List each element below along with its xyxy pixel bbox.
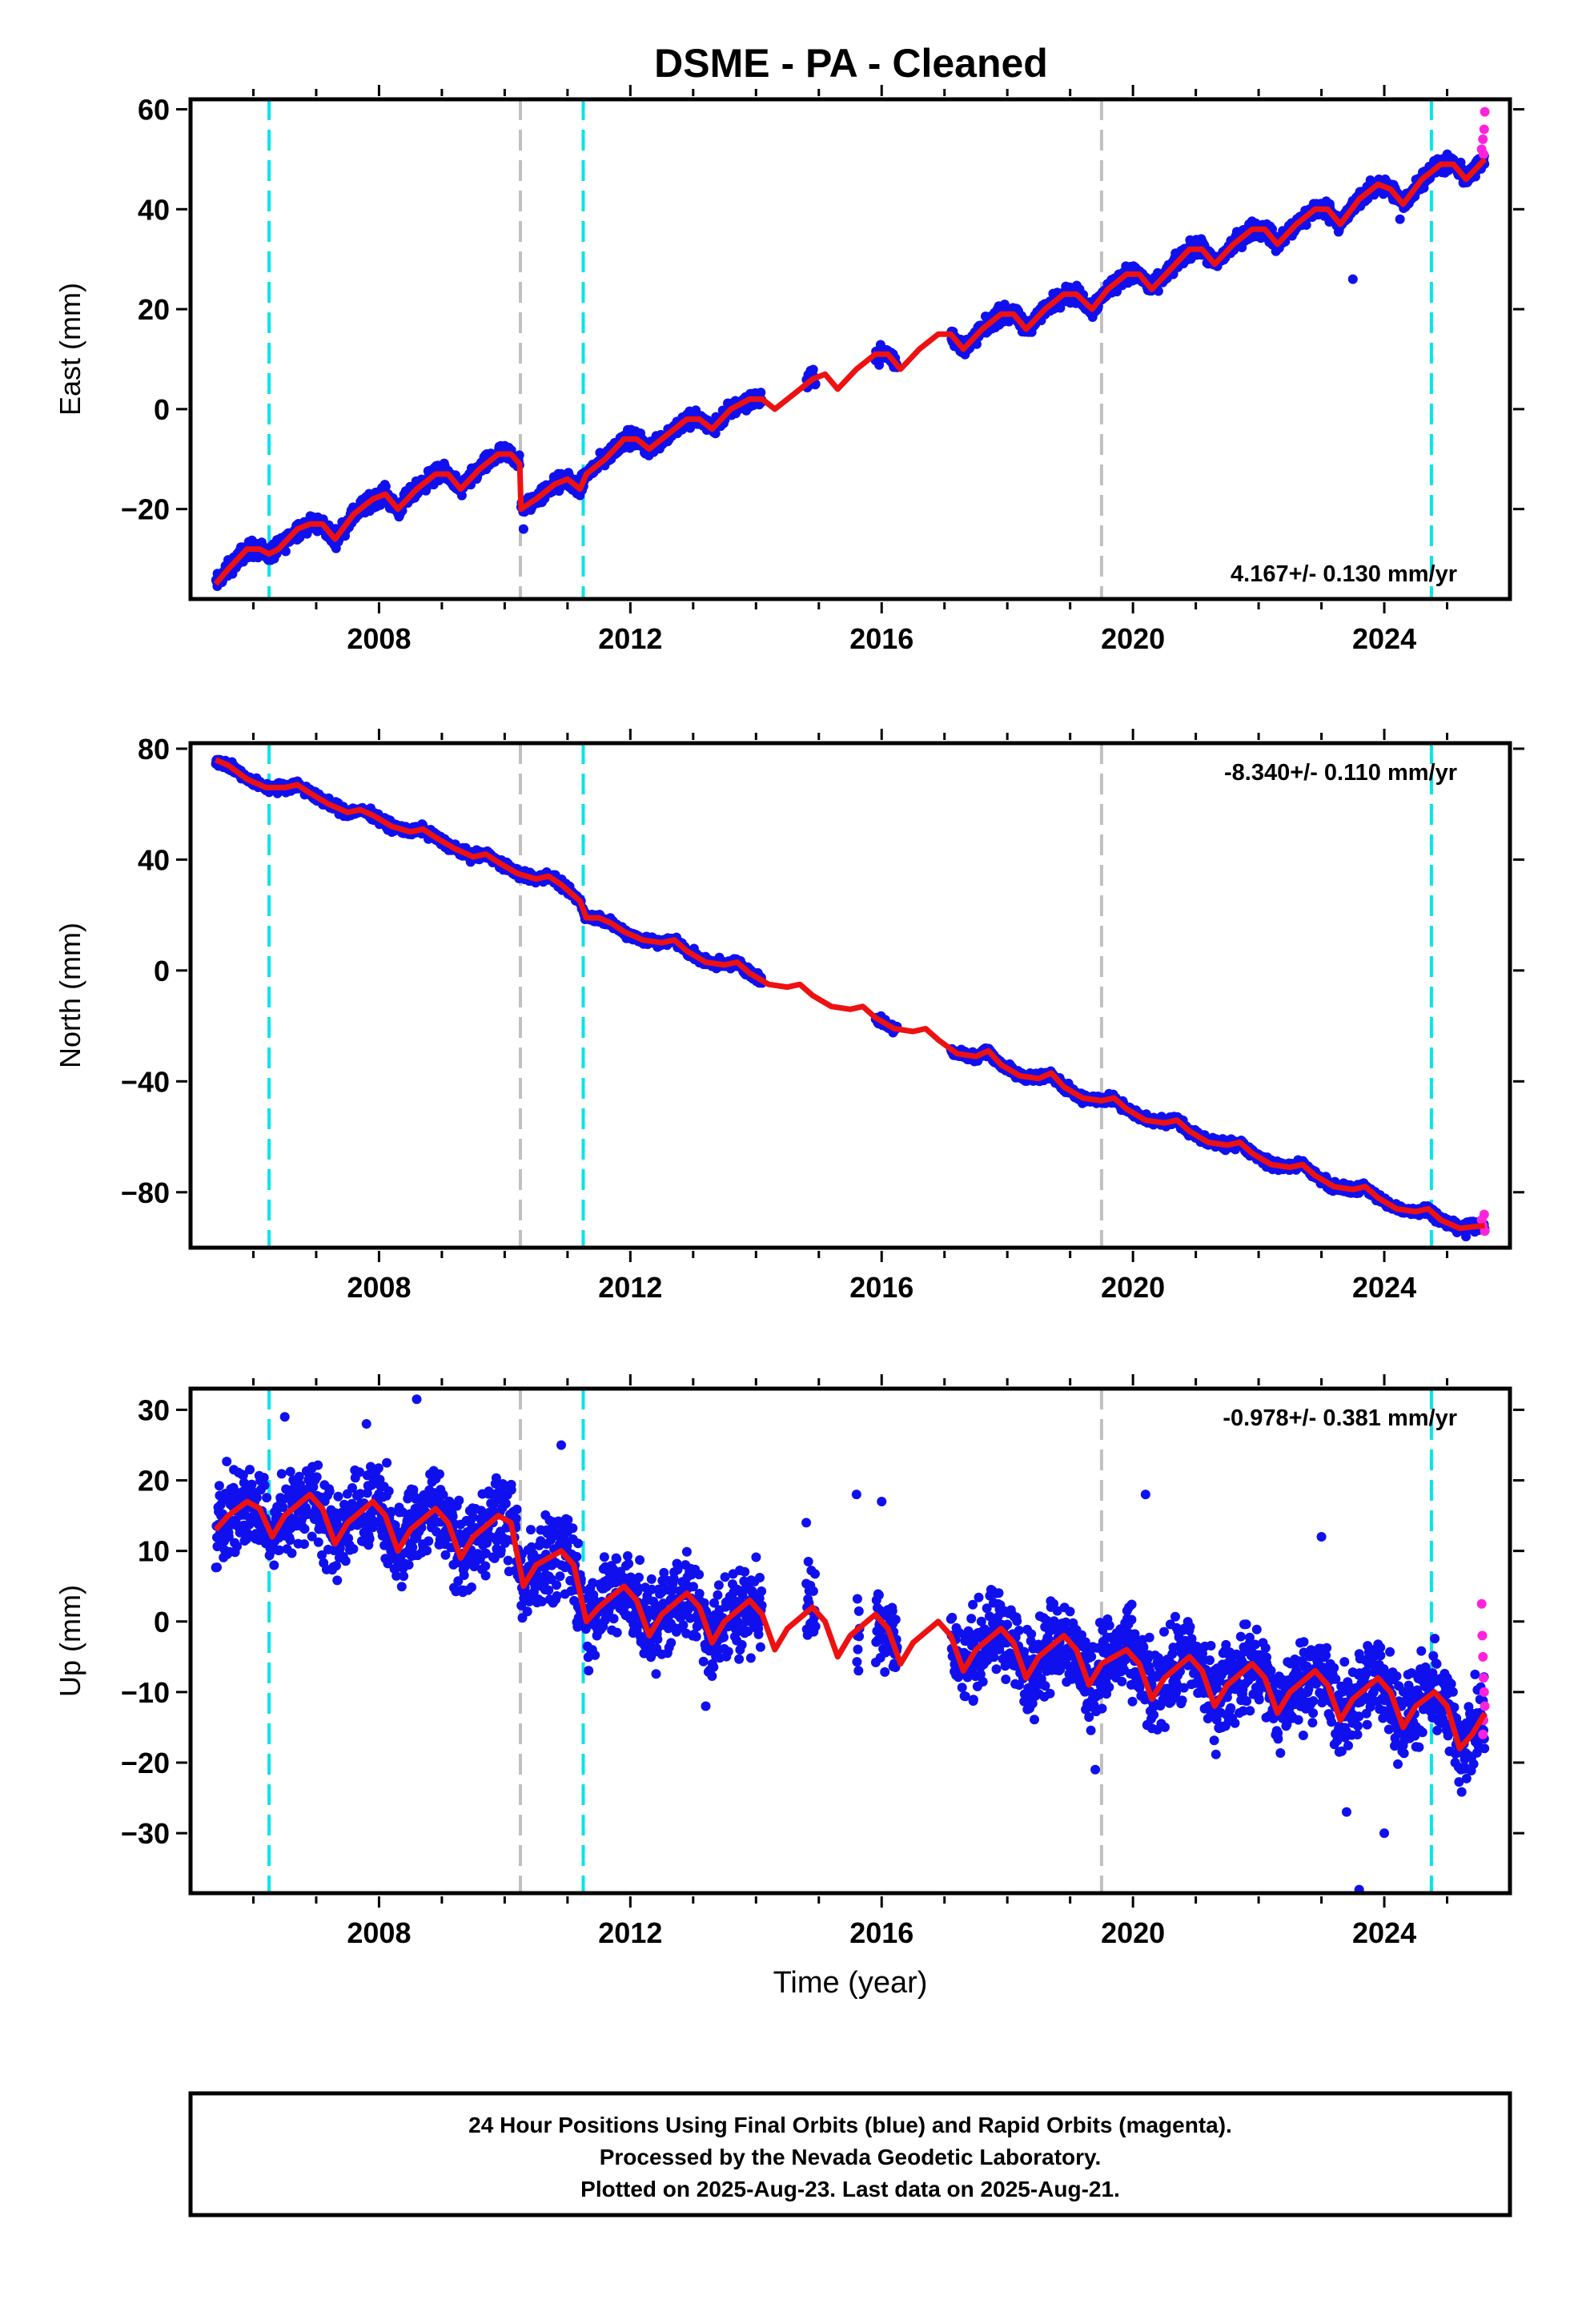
y-tick-label: 20 (138, 293, 170, 326)
y-tick-label: −20 (121, 493, 170, 526)
data-point (972, 339, 982, 349)
plot-frame-east (188, 97, 1512, 601)
rapid-point (1479, 149, 1489, 159)
y-ticks-east (176, 107, 1524, 511)
outlier-point (1347, 274, 1358, 284)
rapid-point (1480, 107, 1490, 117)
chart-panels: 2008 2012 2016 2020 2024 −20 0 20 40 60 East (mm) 4… (54, 85, 1524, 2000)
rapid-orbit-points-east (1476, 107, 1490, 159)
x-ticks-east (251, 85, 1449, 613)
y-axis-label-east: East (mm) (54, 283, 86, 416)
y-tick-label: 0 (154, 393, 170, 426)
model-curve-east (213, 157, 1488, 586)
figure-title: DSME - PA - Cleaned (654, 41, 1048, 86)
x-tick-label: 2020 (1101, 622, 1165, 655)
x-tick-label: 2016 (849, 622, 913, 655)
panel-east: 2008 2012 2016 2020 2024 −20 0 20 40 60 East (mm) 4… (54, 85, 1524, 655)
x-tick-label: 2024 (1352, 622, 1416, 655)
rapid-point (1478, 134, 1488, 144)
x-tick-label: 2012 (598, 622, 662, 655)
y-tick-label: 60 (138, 93, 170, 126)
data-point (380, 481, 391, 492)
outlier-point (1395, 214, 1405, 224)
outlier-point (518, 524, 528, 534)
final-orbit-points-east (211, 149, 1490, 591)
data-point (456, 490, 467, 501)
rapid-point (1479, 124, 1489, 135)
data-point (280, 546, 291, 557)
data-point (1301, 220, 1311, 230)
y-tick-label: 40 (138, 193, 170, 226)
rate-label-east: 4.167+/- 0.130 mm/yr (1231, 561, 1457, 587)
data-point (756, 388, 766, 398)
x-tick-label: 2008 (347, 622, 411, 655)
plot-area-north (211, 743, 1490, 1248)
plot-area-east (211, 99, 1490, 599)
